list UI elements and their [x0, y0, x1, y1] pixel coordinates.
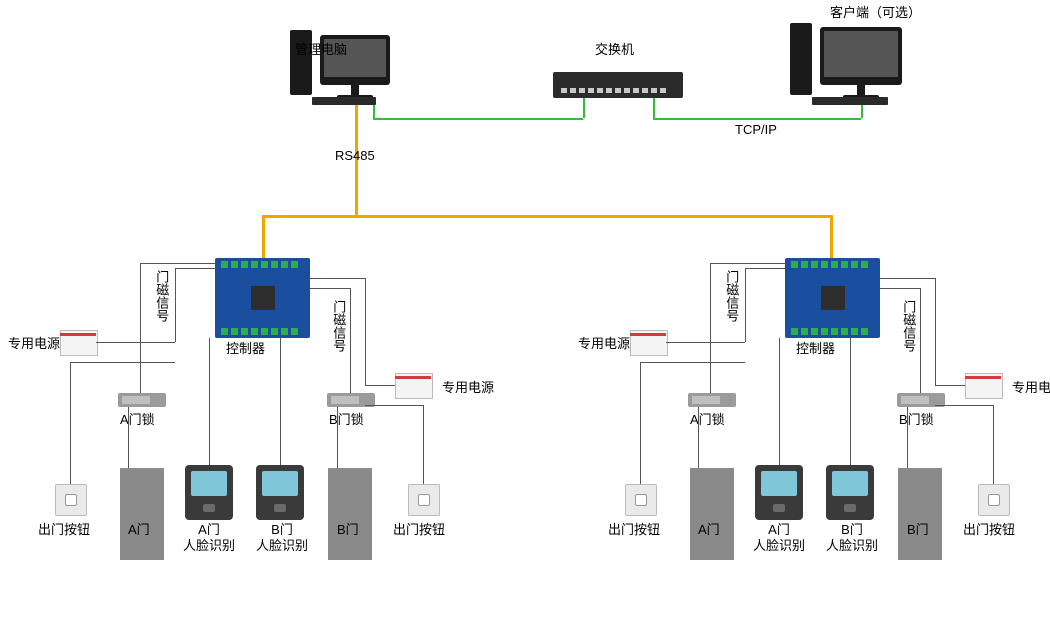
face-a-label: A门人脸识别 [753, 522, 805, 555]
door-a [690, 468, 734, 560]
face-b-label: B门人脸识别 [826, 522, 878, 555]
psu-left-label: 专用电源 [578, 336, 630, 352]
tcpip-label: TCP/IP [735, 122, 777, 138]
switch-label: 交换机 [595, 42, 634, 58]
face-a-label: A门人脸识别 [183, 522, 235, 555]
lock-a-label: A门锁 [120, 412, 155, 428]
door-sensor-label-r: 门磁信号 [900, 300, 916, 352]
lock-b-label: B门锁 [329, 412, 364, 428]
exit-btn-r-label: 出门按钮 [963, 522, 1015, 538]
door-sensor-label-l: 门磁信号 [153, 270, 169, 322]
door-b-label: B门 [907, 522, 929, 538]
lock-b-label: B门锁 [899, 412, 934, 428]
door-b [328, 468, 372, 560]
network-switch [553, 72, 683, 98]
rs485-label: RS485 [335, 148, 375, 164]
exit-btn-l-label: 出门按钮 [38, 522, 90, 538]
mgmt-pc-label: 管理电脑 [295, 42, 347, 58]
door-b [898, 468, 942, 560]
lock-a-label: A门锁 [690, 412, 725, 428]
controller-label: 控制器 [226, 341, 265, 357]
face-b-label: B门人脸识别 [256, 522, 308, 555]
psu-right-label: 专用电源 [1012, 380, 1050, 396]
client-pc-label: 客户端（可选） [830, 5, 921, 21]
psu-right-label: 专用电源 [442, 380, 494, 396]
door-a [120, 468, 164, 560]
client-pc-tower [790, 23, 812, 95]
exit-btn-r-label: 出门按钮 [393, 522, 445, 538]
door-sensor-label-l: 门磁信号 [723, 270, 739, 322]
mgmt-pc-tower [290, 30, 312, 95]
door-b-label: B门 [337, 522, 359, 538]
door-a-label: A门 [698, 522, 720, 538]
psu-left-label: 专用电源 [8, 336, 60, 352]
exit-btn-l-label: 出门按钮 [608, 522, 660, 538]
door-sensor-label-r: 门磁信号 [330, 300, 346, 352]
door-a-label: A门 [128, 522, 150, 538]
controller-label: 控制器 [796, 341, 835, 357]
